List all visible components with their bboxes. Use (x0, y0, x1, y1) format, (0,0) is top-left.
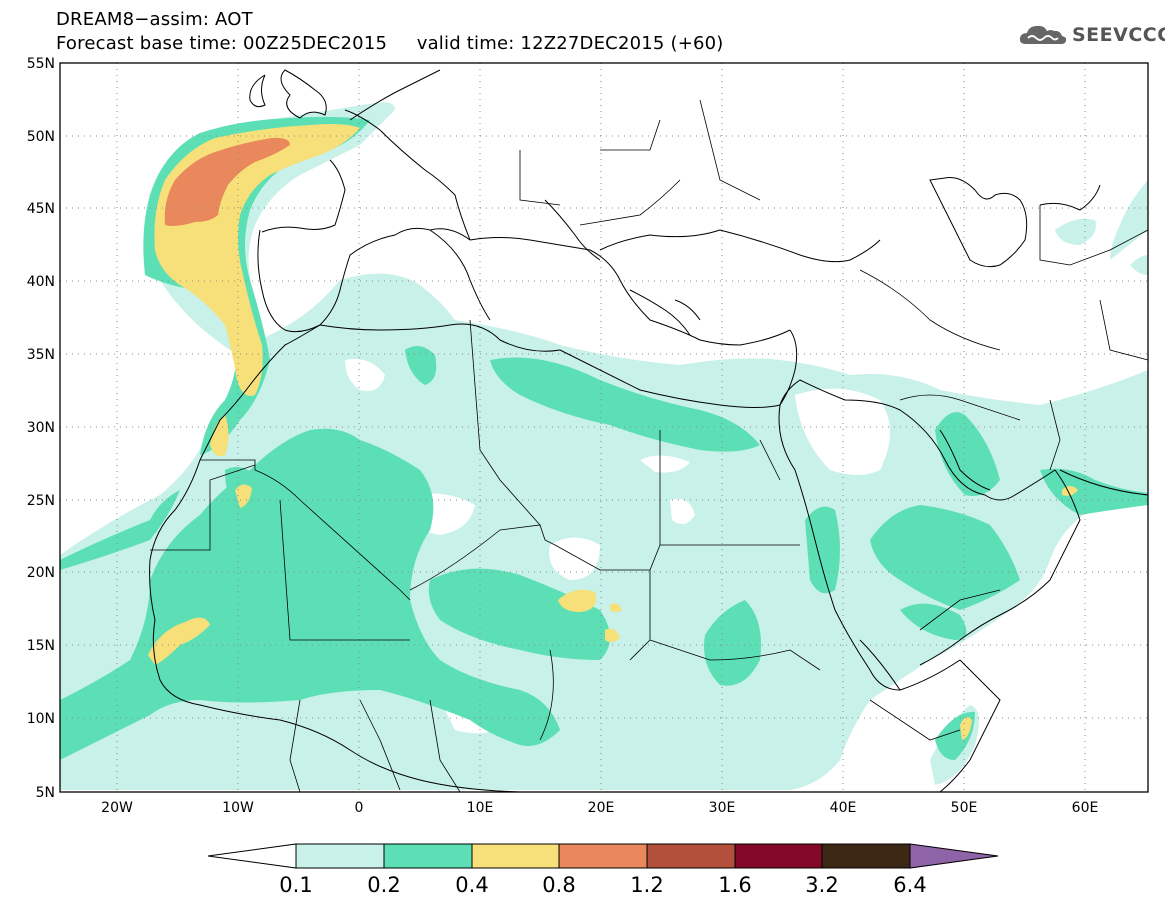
lat-tick-label: 55N (27, 56, 55, 72)
aot-0.2-region (805, 506, 840, 594)
lon-tick-label: 20W (101, 800, 133, 816)
aot-0.4-region (605, 628, 620, 643)
colorbar-level-label: 0.8 (542, 873, 575, 897)
lat-tick-label: 10N (27, 711, 55, 727)
aot-0.2-region (340, 456, 380, 482)
aot-0.2-region (900, 603, 967, 640)
lon-axis: 20W 10W 0 10E 20E 30E 40E 50E 60E (101, 800, 1098, 816)
aot-0.2-region (1040, 468, 1148, 515)
lat-tick-label: 50N (27, 129, 55, 145)
map-frame (59, 62, 1149, 793)
coastlines (149, 69, 1148, 792)
colorbar-segment (734, 843, 823, 869)
lon-tick-label: 10W (222, 800, 254, 816)
aot-field (60, 102, 1148, 791)
lon-tick-label: 0 (355, 800, 364, 816)
aot-0.8-region (164, 137, 290, 226)
colorbar-high-extension (909, 843, 999, 869)
colorbar-segment (821, 843, 911, 869)
colorbar-segment (471, 843, 560, 869)
lat-tick-label: 5N (36, 785, 55, 801)
aot-0.2-region (704, 600, 761, 686)
colorbar-segment (383, 843, 473, 869)
colorbar-level-label: 0.1 (279, 873, 312, 897)
colorbar-level-label: 0.2 (367, 873, 400, 897)
aot-0.1-region (1055, 218, 1096, 245)
lon-tick-label: 40E (830, 800, 857, 816)
graticule (60, 63, 1148, 792)
colorbar-segment (646, 843, 736, 869)
aot-low-region (549, 537, 600, 580)
aot-0.2-region (870, 505, 1020, 610)
lat-tick-label: 35N (27, 347, 55, 363)
colorbar-level-label: 1.6 (718, 873, 751, 897)
cloud-icon (1019, 25, 1067, 44)
aot-0.2-region (490, 357, 760, 452)
lon-tick-label: 30E (709, 800, 736, 816)
colorbar-segment (295, 843, 385, 869)
colorbar: 0.1 0.2 0.4 0.8 1.2 1.6 3.2 6.4 (207, 843, 999, 897)
lon-tick-label: 60E (1072, 800, 1099, 816)
lat-tick-label: 20N (27, 565, 55, 581)
lon-tick-label: 50E (951, 800, 978, 816)
lon-tick-label: 10E (467, 800, 494, 816)
colorbar-level-label: 0.4 (455, 873, 488, 897)
country-borders (150, 99, 1148, 792)
aot-0.1-region (1110, 180, 1148, 260)
logo-text: SEEVCCC (1072, 24, 1165, 46)
lat-tick-label: 45N (27, 201, 55, 217)
aot-0.4-region (210, 415, 229, 457)
colorbar-level-label: 3.2 (805, 873, 838, 897)
lat-axis: 5N 10N 15N 20N 25N 30N 35N 40N 45N 50N 5… (27, 56, 55, 801)
colorbar-level-label: 6.4 (893, 873, 926, 897)
aot-0.4-region (610, 603, 622, 612)
lat-tick-label: 30N (27, 420, 55, 436)
aot-0.4-region (235, 484, 252, 508)
aot-low-region (795, 388, 890, 475)
aot-0.4-region (558, 589, 596, 612)
aot-0.2-region (405, 346, 437, 385)
aot-low-region (640, 455, 690, 473)
aot-0.4-region (148, 617, 210, 665)
aot-0.2-region (60, 490, 180, 570)
lon-tick-label: 20E (588, 800, 615, 816)
aot-0.1-region (1130, 255, 1148, 275)
forecast-time-subtitle: Forecast base time: 00Z25DEC2015 valid t… (56, 33, 724, 54)
aot-low-region (670, 499, 695, 524)
lat-tick-label: 40N (27, 274, 55, 290)
aot-0.2-region (428, 568, 610, 660)
aot-0.4-region (960, 716, 972, 740)
colorbar-low-extension (207, 843, 297, 869)
aot-0.4-region (1062, 486, 1078, 496)
colorbar-segment (558, 843, 648, 869)
aot-0.2-region (935, 412, 1000, 496)
aot-low-region (345, 359, 385, 391)
aot-0.2-region (60, 428, 560, 760)
colorbar-level-label: 1.2 (630, 873, 663, 897)
lat-tick-label: 15N (27, 638, 55, 654)
lat-tick-label: 25N (27, 493, 55, 509)
map-title: DREAM8−assim: AOT (56, 9, 253, 30)
seevccc-logo: SEEVCCC (1018, 22, 1165, 48)
